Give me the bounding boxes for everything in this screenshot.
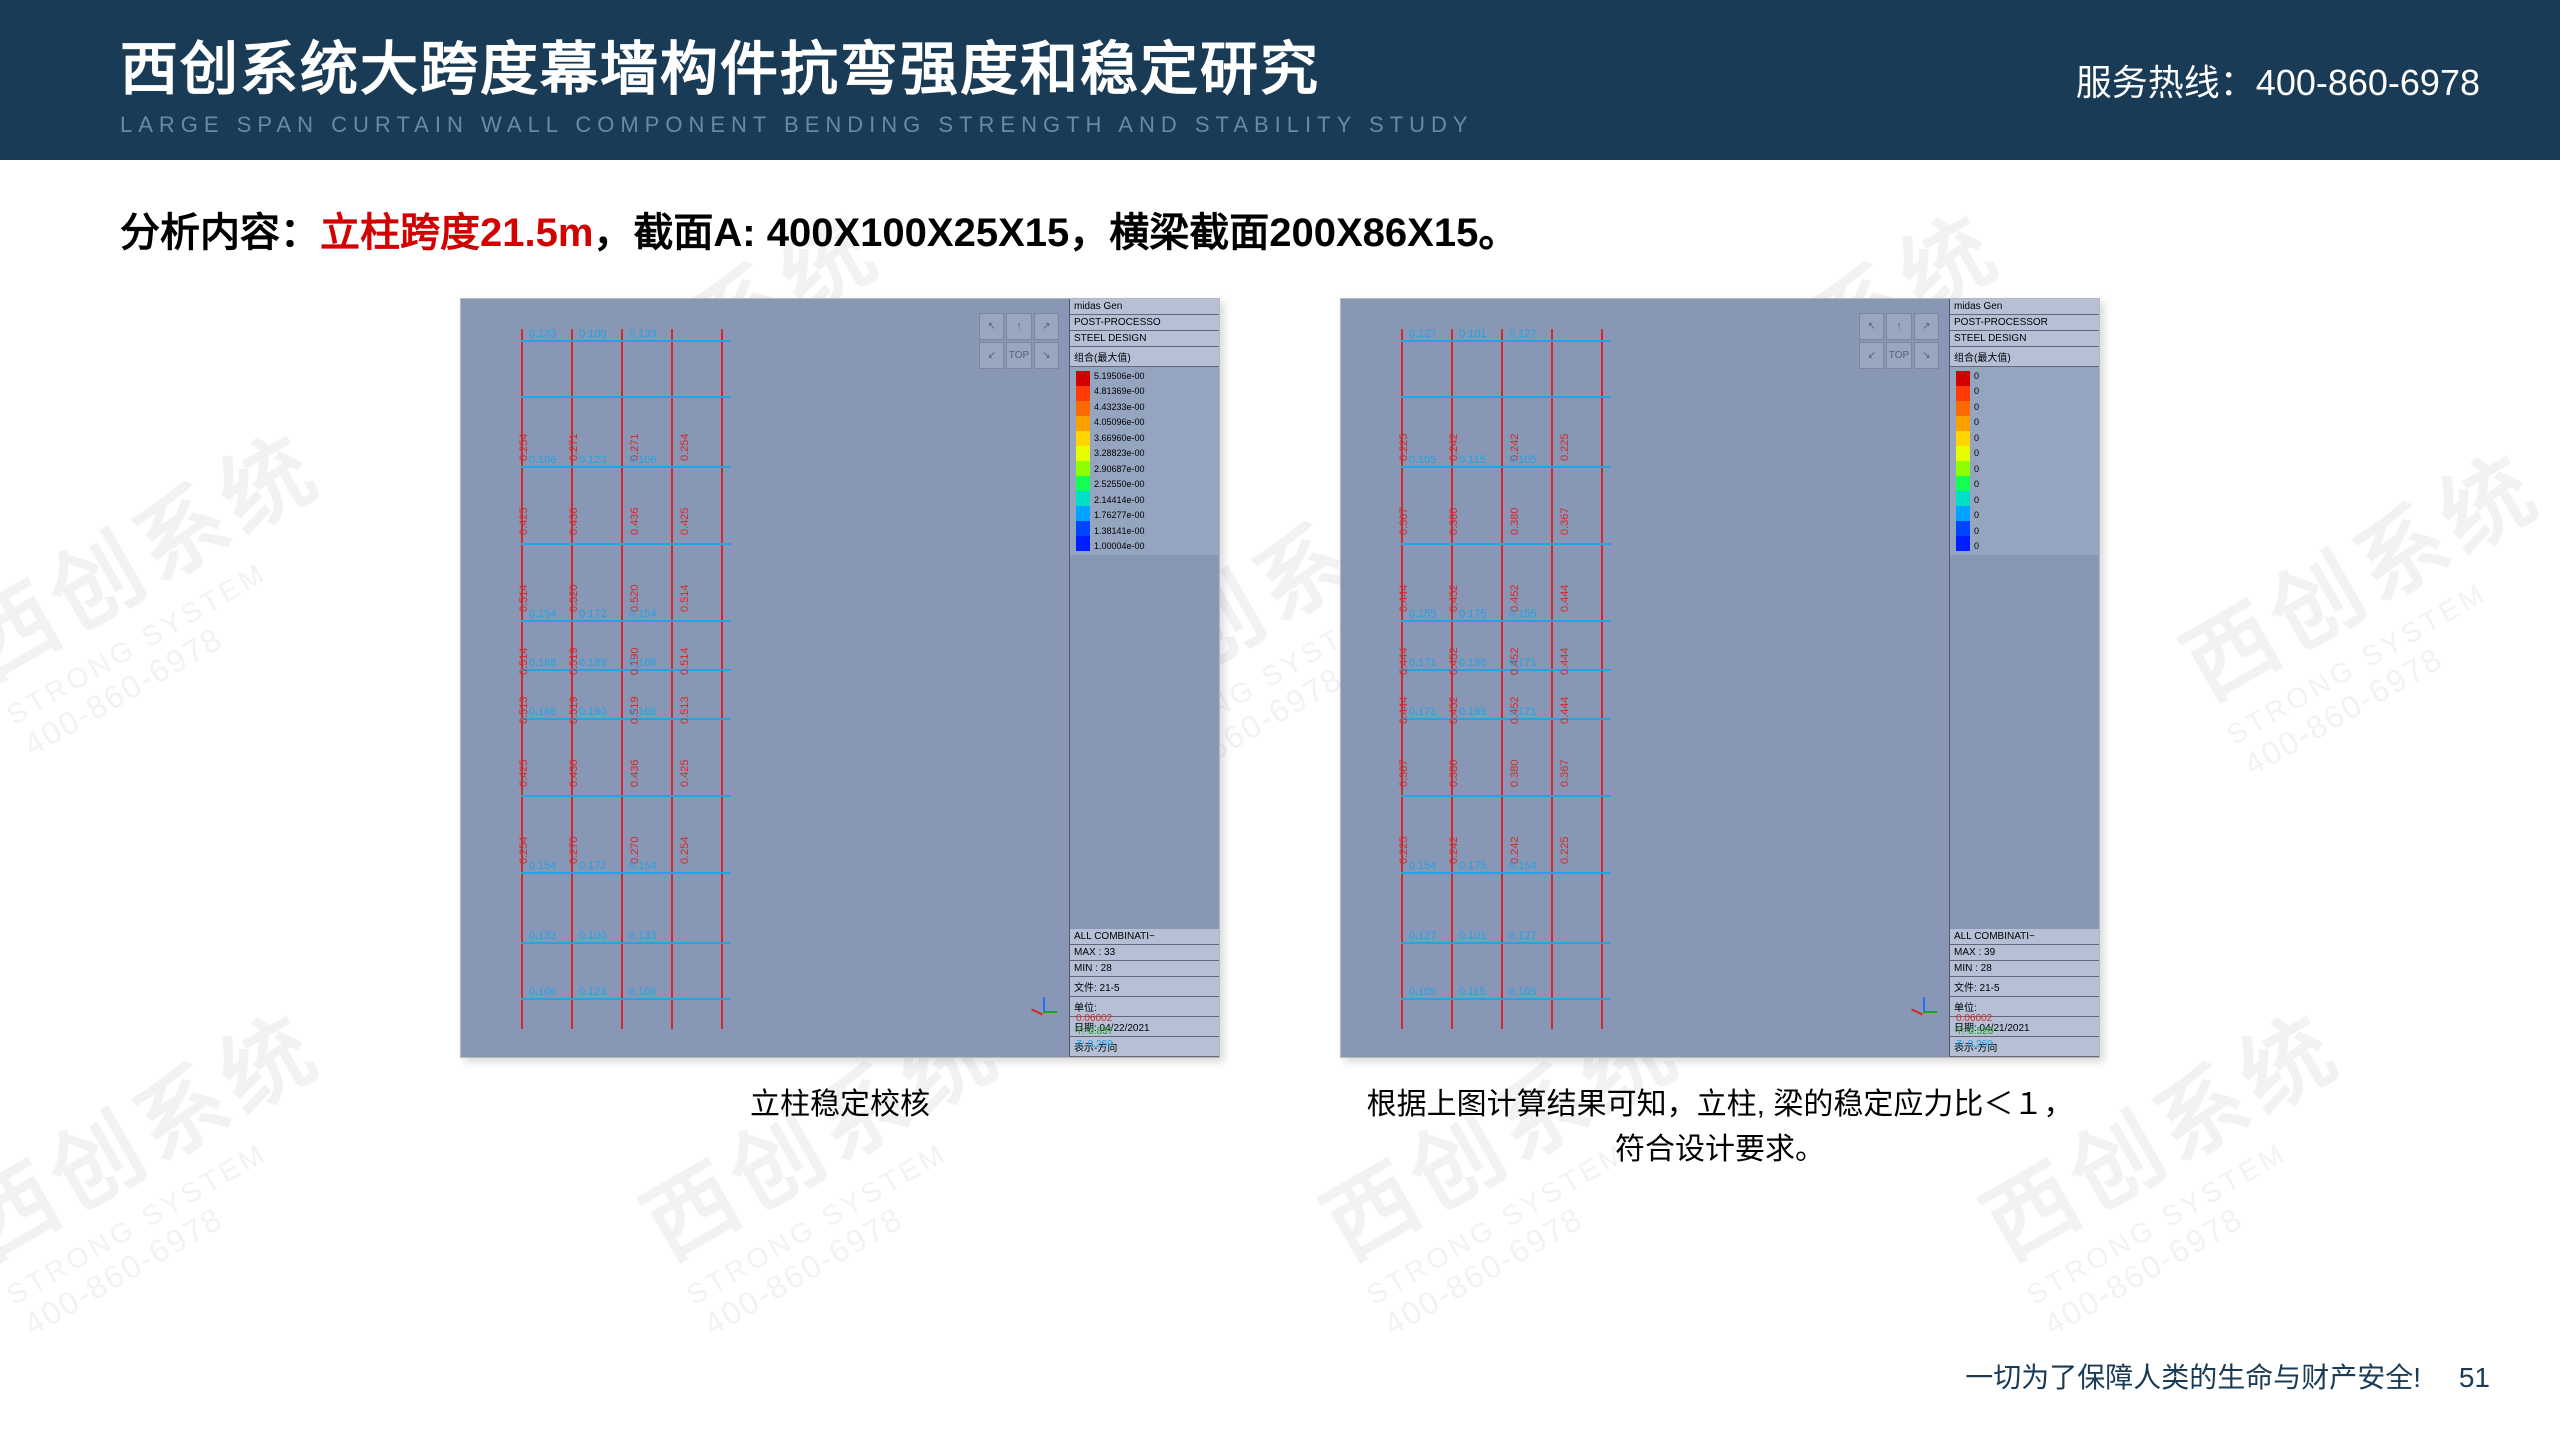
title-block: 西创系统大跨度幕墙构件抗弯强度和稳定研究 LARGE SPAN CURTAIN … <box>120 22 1474 138</box>
sb-mode: STEEL DESIGN <box>1950 331 2099 347</box>
sb-mode: STEEL DESIGN <box>1070 331 1219 347</box>
sb-file: 文件: 21-5 <box>1070 977 1219 997</box>
caption-b: 根据上图计算结果可知，立柱, 梁的稳定应力比＜１，符合设计要求。 <box>1367 1082 2074 1172</box>
footer: 一切为了保障人类的生命与财产安全! 51 <box>1965 1356 2490 1396</box>
caption-a: 立柱稳定校核 <box>750 1082 930 1127</box>
sb-combo-title: 组合(最大值) <box>1950 347 2099 367</box>
sb-min: MIN : 28 <box>1070 961 1219 977</box>
corner-a: 0.06002 Y:-0.837 Z: 0.259 <box>1076 1012 1113 1051</box>
panels: 0.2540.2710.2710.2540.4250.4360.4360.425… <box>120 298 2440 1172</box>
sb-module: POST-PROCESSO <box>1070 315 1219 331</box>
page-number: 51 <box>2459 1362 2490 1393</box>
desc-prefix: 分析内容： <box>120 211 320 255</box>
legend-b: 000000000000 <box>1950 367 2099 555</box>
sb-min: MIN : 28 <box>1950 961 2099 977</box>
corner-b: 0.06002 Y:-0.520 Z: 0.260 <box>1956 1012 1993 1051</box>
screenshot-b: 0.2250.2420.2420.2250.3670.3800.3800.367… <box>1340 298 2100 1058</box>
title-cn: 西创系统大跨度幕墙构件抗弯强度和稳定研究 <box>120 22 1474 106</box>
sidebar-b: midas Gen POST-PROCESSOR STEEL DESIGN 组合… <box>1949 299 2099 1057</box>
legend-a: 5.19506e-004.81369e-004.43233e-004.05096… <box>1070 367 1219 555</box>
axis-icon <box>1909 997 1939 1027</box>
panel-b: 0.2250.2420.2420.2250.3670.3800.3800.367… <box>1340 298 2100 1172</box>
desc-span-red: 立柱跨度21.5m <box>320 211 593 255</box>
sidebar-a: midas Gen POST-PROCESSO STEEL DESIGN 组合(… <box>1069 299 1219 1057</box>
sb-module: POST-PROCESSOR <box>1950 315 2099 331</box>
model-b: 0.2250.2420.2420.2250.3670.3800.3800.367… <box>1401 319 1611 1039</box>
sb-max: MAX : 39 <box>1950 945 2099 961</box>
hotline: 服务热线：400-860-6978 <box>2076 54 2480 106</box>
content-area: 分析内容：立柱跨度21.5m，截面A: 400X100X25X15，横梁截面20… <box>0 160 2560 1172</box>
sb-combo: ALL COMBINATI~ <box>1070 929 1219 945</box>
header-bar: 西创系统大跨度幕墙构件抗弯强度和稳定研究 LARGE SPAN CURTAIN … <box>0 0 2560 160</box>
axis-icon <box>1029 997 1059 1027</box>
desc-rest: ，截面A: 400X100X25X15，横梁截面200X86X15。 <box>593 211 1518 255</box>
title-en: LARGE SPAN CURTAIN WALL COMPONENT BENDIN… <box>120 112 1474 138</box>
screenshot-a: 0.2540.2710.2710.2540.4250.4360.4360.425… <box>460 298 1220 1058</box>
analysis-desc: 分析内容：立柱跨度21.5m，截面A: 400X100X25X15，横梁截面20… <box>120 200 2440 258</box>
sb-max: MAX : 33 <box>1070 945 1219 961</box>
sb-software: midas Gen <box>1950 299 2099 315</box>
nav-widget-icon: ↖↑↗↙TOP↘ <box>979 313 1059 369</box>
sb-combo-title: 组合(最大值) <box>1070 347 1219 367</box>
sb-combo: ALL COMBINATI~ <box>1950 929 2099 945</box>
panel-a: 0.2540.2710.2710.2540.4250.4360.4360.425… <box>460 298 1220 1172</box>
nav-widget-icon: ↖↑↗↙TOP↘ <box>1859 313 1939 369</box>
sb-software: midas Gen <box>1070 299 1219 315</box>
model-a: 0.2540.2710.2710.2540.4250.4360.4360.425… <box>521 319 731 1039</box>
footer-slogan: 一切为了保障人类的生命与财产安全! <box>1965 1362 2421 1393</box>
sb-file: 文件: 21-5 <box>1950 977 2099 997</box>
